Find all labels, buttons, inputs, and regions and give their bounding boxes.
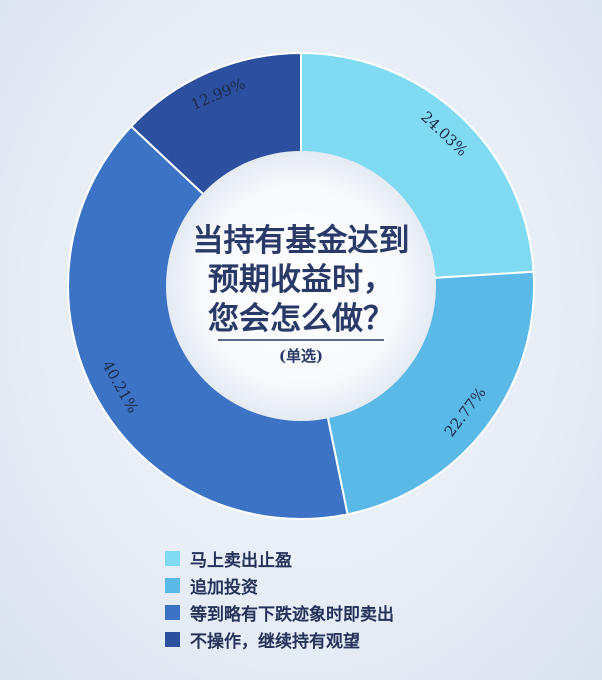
legend-item: 马上卖出止盈: [165, 545, 394, 572]
chart-subtitle: (单选): [279, 347, 323, 365]
chart-title-line-2: 预期收益时，: [208, 262, 394, 298]
legend-item: 不操作，继续持有观望: [165, 626, 394, 653]
legend-label: 追加投资: [190, 578, 258, 598]
legend-swatch: [165, 605, 180, 620]
chart-title-line-3: 您会怎么做？: [208, 301, 394, 337]
legend-label: 不操作，继续持有观望: [190, 632, 360, 652]
donut-hole: [166, 151, 436, 421]
center-text: 当持有基金达到 预期收益时， 您会怎么做？ (单选): [193, 223, 410, 365]
legend-label: 等到略有下跌迹象时即卖出: [190, 605, 394, 625]
legend-label: 马上卖出止盈: [190, 551, 292, 571]
legend-swatch: [165, 632, 180, 647]
chart-title-line-1: 当持有基金达到: [193, 223, 410, 259]
legend: 马上卖出止盈 追加投资 等到略有下跌迹象时即卖出 不操作，继续持有观望: [165, 545, 394, 653]
legend-swatch: [165, 578, 180, 593]
legend-item: 等到略有下跌迹象时即卖出: [165, 599, 394, 626]
slices-group: [67, 51, 535, 520]
legend-item: 追加投资: [165, 572, 394, 599]
legend-swatch: [165, 551, 180, 566]
